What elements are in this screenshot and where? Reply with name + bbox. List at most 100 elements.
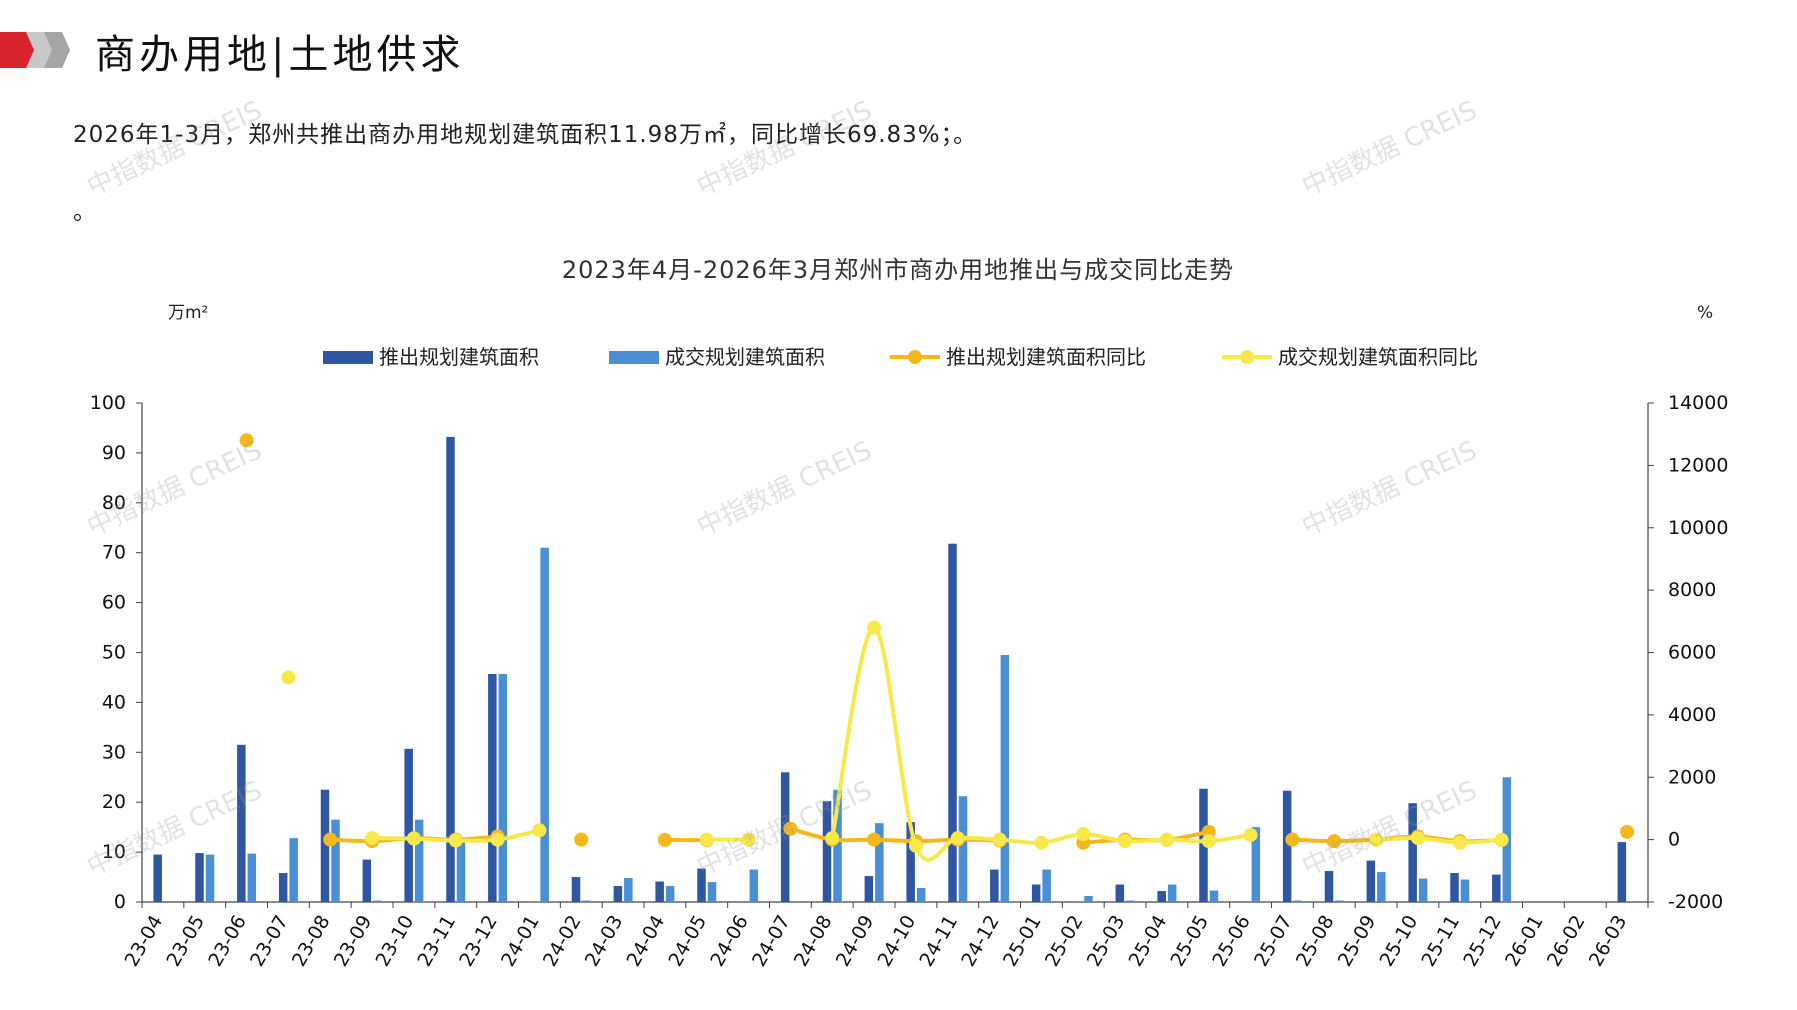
- summary-text: 2026年1-3月，郑州共推出商办用地规划建筑面积11.98万㎡，同比增长69.…: [73, 122, 978, 148]
- supply-bar: [1408, 803, 1417, 902]
- y-left-tick-label: 50: [102, 642, 126, 664]
- chart-title: 2023年4月-2026年3月郑州市商办用地推出与成交同比走势: [562, 256, 1234, 284]
- y-right-tick-label: 10000: [1668, 517, 1728, 539]
- deal-yoy-point: [867, 620, 882, 635]
- supply-yoy-point: [323, 832, 338, 847]
- deal-bar: [707, 882, 717, 902]
- x-tick-label: 25-02: [1041, 912, 1088, 971]
- deal-yoy-point: [448, 833, 463, 848]
- supply-bar: [195, 853, 204, 902]
- supply-bar: [655, 881, 664, 902]
- page-title: 商办用地|土地供求: [95, 32, 465, 78]
- deal-yoy-line: [830, 625, 1251, 862]
- y-left-tick-label: 100: [90, 392, 126, 414]
- deal-yoy-point: [365, 831, 380, 846]
- y-left-tick-label: 60: [102, 592, 126, 614]
- supply-bar: [571, 877, 581, 902]
- supply-bar: [1157, 891, 1166, 902]
- supply-bar: [697, 868, 706, 902]
- supply-yoy-point: [574, 832, 589, 847]
- supply-yoy-point: [657, 832, 672, 847]
- deal-yoy-line: [1375, 835, 1502, 845]
- x-tick-label: 23-11: [413, 912, 460, 971]
- deal-yoy-point: [908, 838, 923, 853]
- deal-yoy-point: [699, 832, 714, 847]
- y-right-tick-label: 4000: [1668, 704, 1716, 726]
- y-left-tick-label: 80: [102, 492, 126, 514]
- deal-bar: [498, 673, 508, 902]
- deal-yoy-point: [1159, 832, 1174, 847]
- x-tick-label: 25-03: [1083, 912, 1130, 971]
- supply-bar: [990, 869, 999, 902]
- x-tick-label: 25-07: [1250, 912, 1297, 971]
- supply-bar: [446, 436, 455, 902]
- deal-bar: [456, 839, 466, 902]
- deal-yoy-point: [825, 831, 840, 846]
- deal-bar: [1418, 878, 1428, 902]
- supply-yoy-point: [1620, 824, 1635, 839]
- deal-bar: [1167, 884, 1177, 902]
- deal-yoy-point: [1034, 835, 1049, 850]
- x-tick-label: 23-04: [121, 912, 168, 971]
- deal-bar: [582, 900, 591, 902]
- supply-bar: [1282, 790, 1292, 902]
- legend-marker: [1240, 350, 1254, 364]
- deal-bar: [958, 796, 968, 902]
- y-right-unit: %: [1697, 303, 1713, 323]
- supply-bar: [153, 854, 162, 902]
- x-tick-label: 24-03: [581, 912, 628, 971]
- legend-label: 推出规划建筑面积: [379, 345, 539, 369]
- y-right-tick-label: 6000: [1668, 642, 1716, 664]
- x-tick-label: 24-08: [790, 912, 837, 971]
- supply-bar: [278, 873, 288, 902]
- deal-bar: [1335, 900, 1344, 902]
- supply-yoy-point: [1327, 834, 1342, 849]
- chart-legend: 推出规划建筑面积 成交规划建筑面积 推出规划建筑面积同比 成交规划建筑面积同比: [323, 345, 1478, 369]
- deal-bar: [1084, 896, 1093, 902]
- supply-bar: [362, 859, 372, 902]
- deal-yoy-point: [1243, 827, 1258, 842]
- deal-yoy-point: [490, 832, 505, 847]
- y-right-tick-label: 14000: [1668, 392, 1728, 414]
- deal-bar: [1251, 827, 1261, 902]
- deal-bar: [1293, 900, 1302, 902]
- supply-bar: [1492, 874, 1501, 902]
- deal-bar: [289, 838, 298, 902]
- y-left-tick-label: 90: [102, 442, 126, 464]
- supply-bar: [1617, 842, 1627, 902]
- x-tick-label: 24-02: [539, 912, 586, 971]
- deal-yoy-point: [992, 832, 1007, 847]
- x-tick-label: 24-04: [623, 912, 670, 971]
- deal-bar: [247, 853, 257, 902]
- y-right-tick-label: 0: [1668, 829, 1680, 851]
- y-left-tick-label: 40: [102, 691, 126, 713]
- y-left-tick-label: 0: [114, 891, 126, 913]
- deal-yoy-point: [281, 670, 296, 685]
- x-tick-label: 25-09: [1334, 912, 1381, 971]
- x-tick-label: 23-10: [372, 912, 419, 971]
- supply-bar: [320, 789, 330, 902]
- deal-bar: [624, 878, 633, 902]
- supply-yoy-point: [1285, 832, 1300, 847]
- y-left-unit: 万m²: [168, 303, 208, 323]
- deal-bar: [875, 823, 884, 902]
- x-tick-label: 25-05: [1166, 912, 1213, 971]
- legend-swatch: [323, 351, 373, 364]
- supply-yoy-point: [783, 821, 798, 836]
- legend-marker: [908, 350, 922, 364]
- legend-label: 推出规划建筑面积同比: [946, 345, 1146, 369]
- deal-bar: [1042, 869, 1051, 902]
- supply-bar: [613, 886, 623, 902]
- x-tick-label: 23-08: [288, 912, 335, 971]
- deal-bar: [916, 888, 926, 902]
- y-right-tick-label: 12000: [1668, 454, 1728, 476]
- supply-yoy-point: [867, 832, 882, 847]
- supply-bar: [1115, 884, 1125, 902]
- deal-bar: [749, 869, 759, 902]
- supply-bar: [948, 543, 957, 902]
- deal-bar: [665, 886, 675, 902]
- x-tick-label: 25-01: [999, 912, 1046, 971]
- deal-yoy-point: [532, 823, 547, 838]
- y-right-tick-label: 2000: [1668, 766, 1716, 788]
